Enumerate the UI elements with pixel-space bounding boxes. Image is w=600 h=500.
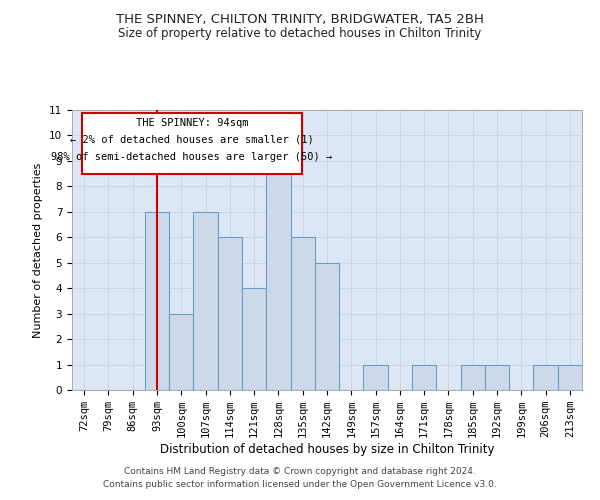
Bar bbox=[533, 364, 558, 390]
Text: ← 2% of detached houses are smaller (1): ← 2% of detached houses are smaller (1) bbox=[70, 135, 314, 145]
Bar bbox=[218, 238, 242, 390]
Text: THE SPINNEY, CHILTON TRINITY, BRIDGWATER, TA5 2BH: THE SPINNEY, CHILTON TRINITY, BRIDGWATER… bbox=[116, 12, 484, 26]
Bar bbox=[242, 288, 266, 390]
Bar bbox=[315, 262, 339, 390]
Bar bbox=[461, 364, 485, 390]
Bar bbox=[364, 364, 388, 390]
Bar bbox=[290, 238, 315, 390]
Text: Size of property relative to detached houses in Chilton Trinity: Size of property relative to detached ho… bbox=[118, 28, 482, 40]
Bar bbox=[169, 314, 193, 390]
Bar bbox=[266, 161, 290, 390]
Bar bbox=[145, 212, 169, 390]
Text: Contains public sector information licensed under the Open Government Licence v3: Contains public sector information licen… bbox=[103, 480, 497, 489]
Text: THE SPINNEY: 94sqm: THE SPINNEY: 94sqm bbox=[136, 118, 248, 128]
Bar bbox=[193, 212, 218, 390]
FancyBboxPatch shape bbox=[82, 113, 302, 174]
Bar bbox=[558, 364, 582, 390]
Text: Contains HM Land Registry data © Crown copyright and database right 2024.: Contains HM Land Registry data © Crown c… bbox=[124, 467, 476, 476]
X-axis label: Distribution of detached houses by size in Chilton Trinity: Distribution of detached houses by size … bbox=[160, 443, 494, 456]
Bar bbox=[412, 364, 436, 390]
Bar bbox=[485, 364, 509, 390]
Text: 98% of semi-detached houses are larger (50) →: 98% of semi-detached houses are larger (… bbox=[51, 152, 332, 162]
Y-axis label: Number of detached properties: Number of detached properties bbox=[34, 162, 43, 338]
